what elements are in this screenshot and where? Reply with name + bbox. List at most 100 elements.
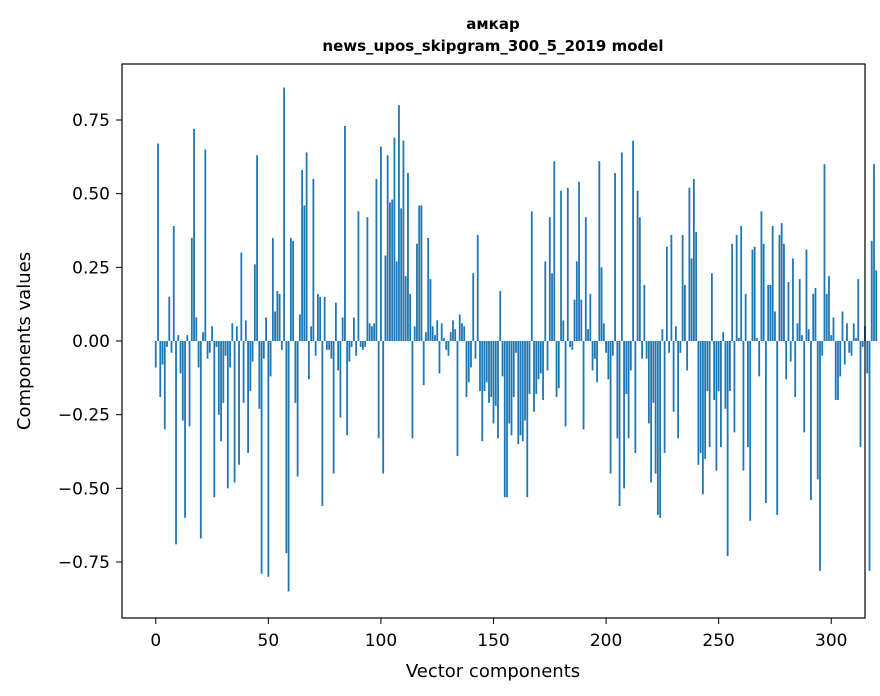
bar-19 (197, 341, 200, 368)
bar-285 (796, 323, 799, 341)
bar-103 (386, 155, 389, 341)
bar-231 (674, 326, 677, 341)
bar-50 (267, 341, 270, 577)
bar-119 (422, 341, 425, 386)
bar-309 (850, 341, 853, 356)
bar-316 (866, 341, 869, 374)
bar-78 (330, 341, 333, 359)
bar-92 (362, 341, 364, 350)
bar-184 (569, 341, 571, 347)
bar-264 (749, 341, 752, 521)
bar-64 (298, 314, 301, 341)
y-tick-label-3: 0.00 (72, 332, 110, 352)
bar-194 (591, 341, 594, 371)
bar-38 (240, 252, 243, 341)
bar-186 (573, 299, 576, 341)
bar-136 (461, 323, 463, 341)
bars-group (154, 87, 878, 592)
bar-157 (508, 341, 511, 424)
bar-254 (726, 341, 729, 557)
bar-319 (873, 164, 875, 341)
bar-269 (760, 211, 763, 341)
bar-212 (632, 140, 634, 341)
bar-20 (199, 341, 202, 539)
bar-189 (580, 299, 583, 341)
bar-93 (364, 341, 367, 347)
bar-251 (720, 341, 722, 448)
bar-302 (834, 341, 837, 400)
bar-126 (438, 341, 441, 374)
bar-239 (692, 178, 695, 341)
bar-191 (584, 217, 587, 341)
bar-112 (407, 173, 409, 341)
bar-195 (593, 341, 596, 359)
bar-15 (188, 341, 191, 427)
bar-45 (256, 155, 258, 341)
x-tick-label-1: 50 (258, 631, 280, 651)
bar-178 (555, 341, 558, 397)
bar-300 (830, 335, 833, 341)
bar-301 (832, 317, 835, 341)
bar-131 (449, 332, 452, 341)
bar-193 (589, 293, 592, 341)
bar-203 (611, 341, 614, 356)
bar-210 (627, 341, 630, 439)
bar-320 (875, 270, 878, 341)
bar-101 (382, 341, 385, 474)
bar-291 (810, 341, 812, 501)
bar-60 (289, 237, 292, 341)
bar-155 (503, 341, 506, 498)
bar-49 (265, 317, 267, 341)
bar-21 (202, 332, 204, 341)
bar-135 (458, 314, 461, 341)
y-tick-label-5: 0.50 (72, 185, 110, 205)
bar-176 (551, 273, 553, 341)
bar-84 (344, 125, 346, 341)
bar-128 (443, 338, 445, 341)
bar-124 (434, 335, 436, 341)
bar-206 (618, 341, 621, 507)
bar-235 (683, 285, 686, 341)
bar-281 (787, 282, 790, 341)
y-axis-label: Components values (14, 252, 35, 430)
bar-95 (368, 323, 371, 341)
bar-107 (395, 261, 398, 341)
axes-group: 0 50 100 150 200 250 300 −0.75 −0.50 −0.25 0.00 0.2… (58, 111, 848, 651)
bar-61 (292, 240, 295, 341)
bar-154 (501, 341, 504, 377)
bar-70 (312, 178, 315, 341)
bar-67 (305, 152, 308, 341)
bar-48 (262, 341, 265, 359)
bar-54 (276, 290, 279, 341)
bar-149 (490, 341, 493, 397)
bar-217 (643, 285, 646, 341)
bar-262 (744, 293, 747, 341)
bar-197 (598, 161, 601, 341)
bar-164 (524, 341, 526, 421)
bar-85 (346, 341, 349, 436)
bar-283 (792, 258, 794, 341)
bar-100 (380, 146, 382, 341)
bar-4 (163, 341, 166, 430)
bar-293 (814, 287, 817, 341)
bar-144 (479, 341, 481, 392)
bar-307 (846, 323, 848, 341)
bar-228 (668, 341, 671, 353)
y-tick-label-2: −0.25 (58, 406, 110, 426)
bar-53 (274, 311, 276, 341)
bar-86 (348, 341, 351, 362)
bar-263 (747, 341, 749, 448)
bar-75 (323, 296, 326, 341)
bar-213 (634, 341, 637, 453)
bar-55 (278, 293, 281, 341)
bar-241 (697, 341, 700, 465)
bar-109 (400, 208, 403, 341)
bar-133 (454, 329, 457, 341)
x-tick-label-5: 250 (702, 631, 734, 651)
bar-245 (706, 341, 709, 392)
bar-35 (233, 341, 236, 483)
bar-17 (193, 128, 195, 341)
bar-23 (206, 341, 209, 359)
bar-3 (161, 341, 164, 365)
bar-43 (251, 341, 254, 362)
